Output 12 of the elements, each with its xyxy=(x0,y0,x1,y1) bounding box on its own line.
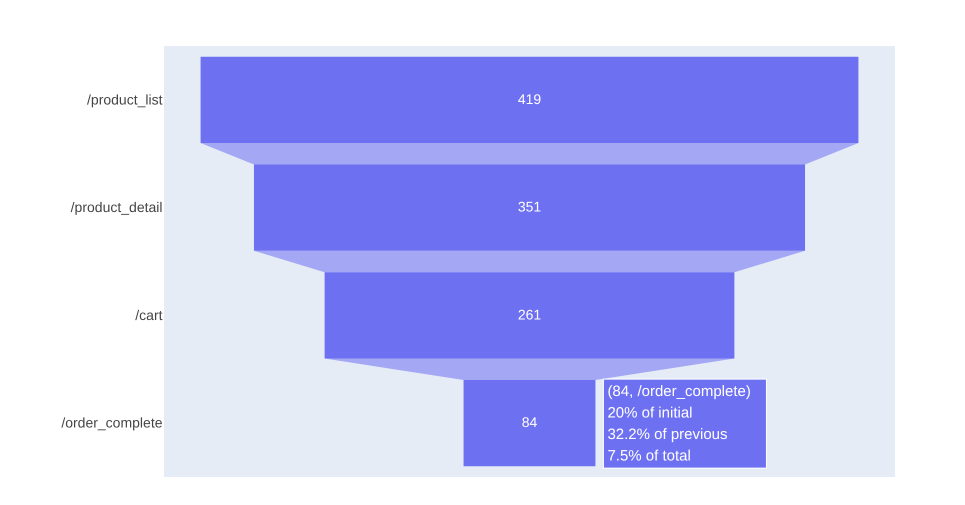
text: 20% of initial xyxy=(607,404,693,422)
category-label: /order_complete xyxy=(61,414,163,431)
data-label: 84 xyxy=(522,414,538,430)
text: 32.2% of previous xyxy=(607,426,728,443)
data-label: 351 xyxy=(518,198,542,215)
category-label: /product_detail xyxy=(70,199,162,216)
category-label: /cart xyxy=(135,306,163,323)
category-label: /product_list xyxy=(87,91,163,108)
data-label: 419 xyxy=(518,90,542,107)
text: 7.5% of total xyxy=(607,447,691,464)
text: (84, /order_complete) xyxy=(607,382,751,400)
data-label: 261 xyxy=(518,306,542,322)
